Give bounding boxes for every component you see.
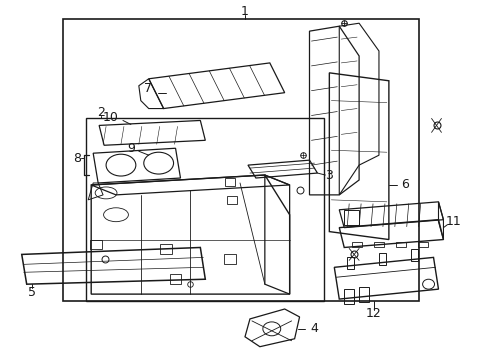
Text: 4: 4 — [310, 322, 318, 336]
Text: 9: 9 — [127, 142, 135, 155]
Text: 12: 12 — [366, 307, 381, 320]
Text: 8: 8 — [73, 152, 81, 165]
Text: 11: 11 — [445, 215, 460, 228]
Text: 2: 2 — [97, 106, 105, 119]
Text: 3: 3 — [325, 168, 333, 181]
Text: 5: 5 — [28, 285, 36, 299]
Bar — [226, 196, 237, 204]
Bar — [395, 242, 405, 247]
Bar — [160, 244, 171, 255]
Bar — [351, 242, 361, 247]
Bar — [224, 255, 236, 264]
Text: 6: 6 — [400, 179, 408, 192]
Text: 1: 1 — [241, 5, 248, 18]
Text: 10: 10 — [103, 111, 119, 124]
Bar — [417, 242, 427, 247]
Bar — [90, 239, 102, 249]
Bar — [224, 178, 235, 186]
Text: 7: 7 — [143, 82, 151, 95]
Bar — [373, 242, 383, 247]
Bar — [169, 274, 181, 284]
